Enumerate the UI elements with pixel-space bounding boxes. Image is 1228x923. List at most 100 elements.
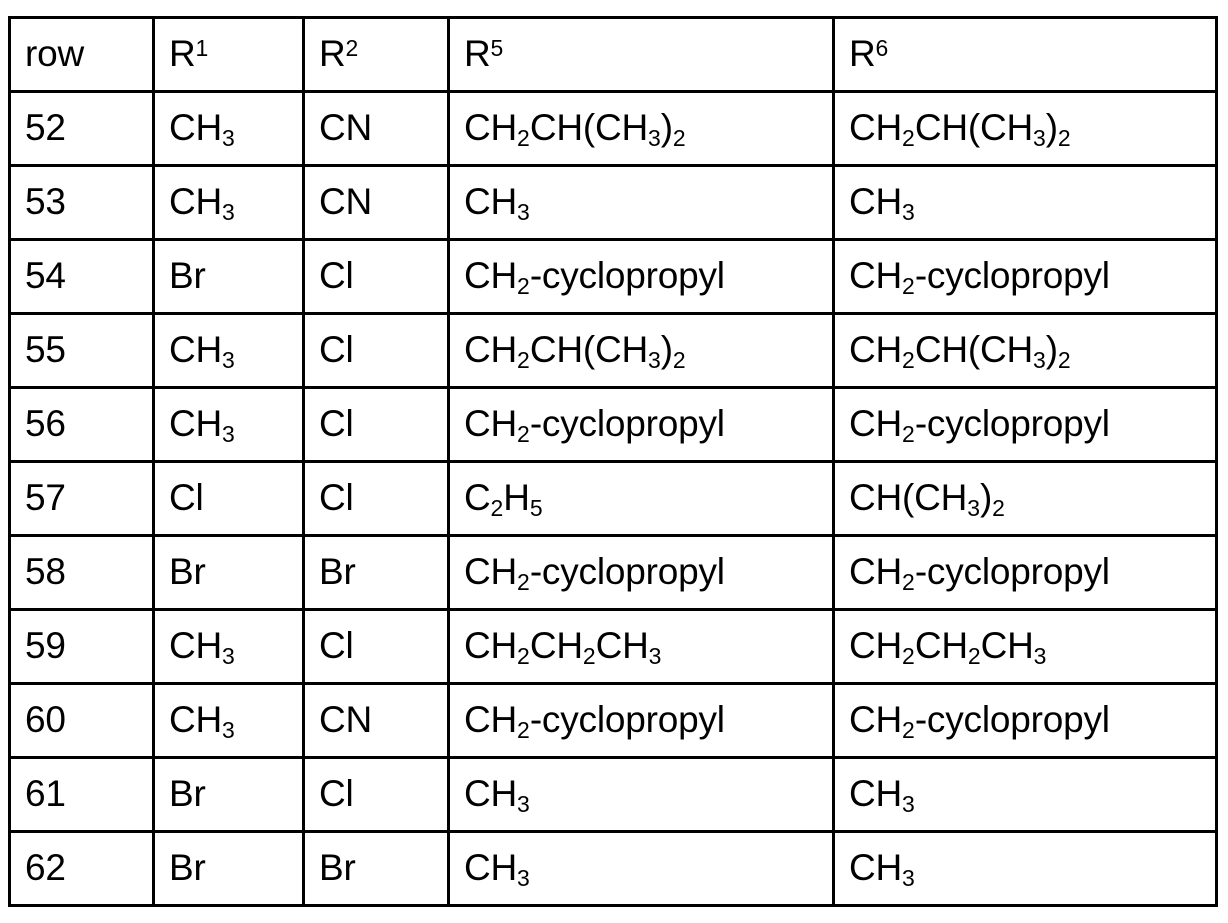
table-cell-r5-text: CH3 [464, 775, 530, 814]
table-cell-r1-text: Br [169, 849, 206, 888]
table-cell-r6: CH2-cyclopropyl [834, 388, 1217, 462]
table-cell-r6: CH2-cyclopropyl [834, 684, 1217, 758]
table-cell-r6-text: CH3 [849, 183, 915, 222]
table-cell-r2: Cl [304, 388, 449, 462]
table-row: 55CH3ClCH2CH(CH3)2CH2CH(CH3)2 [10, 314, 1217, 388]
table-cell-r6-text: CH2-cyclopropyl [849, 257, 1110, 296]
table-cell-r1: CH3 [154, 388, 304, 462]
table-cell-r6: CH2-cyclopropyl [834, 240, 1217, 314]
table-cell-r5: CH2CH(CH3)2 [449, 314, 834, 388]
column-header-row: row [10, 18, 154, 92]
table-cell-r5-text: CH2-cyclopropyl [464, 257, 725, 296]
table-cell-r2-text: Cl [319, 775, 354, 814]
table-cell-r2-text: Cl [319, 405, 354, 444]
table-cell-row-text: 60 [25, 701, 66, 740]
table-cell-row-text: 53 [25, 183, 66, 222]
table-cell-r2-text: Cl [319, 627, 354, 666]
table-cell-r5: CH2-cyclopropyl [449, 684, 834, 758]
table-cell-r2-text: CN [319, 109, 372, 148]
table-cell-r6: CH3 [834, 758, 1217, 832]
table-cell-r5-text: CH2-cyclopropyl [464, 553, 725, 592]
table-cell-r6: CH3 [834, 832, 1217, 906]
table-cell-row: 57 [10, 462, 154, 536]
table-cell-r2-text: CN [319, 701, 372, 740]
table-cell-r1: Br [154, 536, 304, 610]
table-row: 54 Br Cl CH2-cyclopropyl CH2-cyclopropyl [10, 240, 1217, 314]
table-cell-r2: Br [304, 832, 449, 906]
table-row: 59 CH3 Cl CH2CH2CH3 CH2CH2CH3 [10, 610, 1217, 684]
table-cell-r1: Br [154, 758, 304, 832]
table-row: 58 Br Br CH2-cyclopropyl CH2-cyclopropyl [10, 536, 1217, 610]
table-cell-r5: CH2CH(CH3)2 [449, 92, 834, 166]
table-cell-r1-text: Br [169, 257, 206, 296]
table-cell-r2: Cl [304, 610, 449, 684]
table-cell-r1-text: Br [169, 553, 206, 592]
table-cell-r5: CH3 [449, 758, 834, 832]
table-cell-r2-text: Cl [319, 479, 354, 518]
column-header-r6-text: R6 [849, 35, 888, 74]
table-cell-r2: CN [304, 166, 449, 240]
column-header-r1: R1 [154, 18, 304, 92]
table-cell-row-text: 54 [25, 257, 66, 296]
column-header-r1-text: R1 [169, 35, 208, 74]
column-header-r5: R5 [449, 18, 834, 92]
table-cell-r6-text: CH3 [849, 849, 915, 888]
table-cell-row-text: 59 [25, 627, 66, 666]
table-cell-row: 55 [10, 314, 154, 388]
table-cell-row: 56 [10, 388, 154, 462]
table-cell-r1-text: CH3 [169, 405, 235, 444]
column-header-r2: R2 [304, 18, 449, 92]
table-cell-r1-text: CH3 [169, 109, 235, 148]
table-header: row R1 R2 R5 R6 [10, 18, 1217, 92]
table-cell-r2: Cl [304, 240, 449, 314]
table-cell-r5-text: CH2-cyclopropyl [464, 405, 725, 444]
table-cell-row: 60 [10, 684, 154, 758]
table-cell-r1: Br [154, 240, 304, 314]
table-cell-row: 54 [10, 240, 154, 314]
table-cell-r6-text: CH2CH(CH3)2 [849, 109, 1071, 148]
table-cell-r5-text: C2H5 [464, 479, 543, 518]
table-cell-row-text: 52 [25, 109, 66, 148]
table-cell-r6: CH3 [834, 166, 1217, 240]
table-cell-r6: CH2CH2CH3 [834, 610, 1217, 684]
table-cell-row-text: 56 [25, 405, 66, 444]
table-cell-r6-text: CH2-cyclopropyl [849, 553, 1110, 592]
table-cell-r6-text: CH3 [849, 775, 915, 814]
table-cell-r6-text: CH2CH2CH3 [849, 627, 1046, 666]
table-cell-row: 52 [10, 92, 154, 166]
table-cell-r5-text: CH3 [464, 183, 530, 222]
table-row: 56 CH3 Cl CH2-cyclopropyl CH2-cyclopropyl [10, 388, 1217, 462]
table-cell-r2: Br [304, 536, 449, 610]
table-cell-r1: CH3 [154, 684, 304, 758]
table-cell-r2-text: Br [319, 849, 356, 888]
table-cell-r6-text: CH(CH3)2 [849, 479, 1005, 518]
table-cell-row: 59 [10, 610, 154, 684]
document-page: row R1 R2 R5 R6 52 CH3 CN CH2CH(CH3)2 CH2CH(… [0, 0, 1228, 923]
table-cell-row: 62 [10, 832, 154, 906]
table-cell-r6: CH(CH3)2 [834, 462, 1217, 536]
table-cell-r6-text: CH2-cyclopropyl [849, 701, 1110, 740]
table-row: 61BrClCH3CH3 [10, 758, 1217, 832]
table-cell-r2-text: CN [319, 183, 372, 222]
table-cell-row: 53 [10, 166, 154, 240]
table-cell-r6-text: CH2-cyclopropyl [849, 405, 1110, 444]
table-cell-r1-text: CH3 [169, 183, 235, 222]
column-header-r5-text: R5 [464, 35, 503, 74]
table-cell-r2: Cl [304, 314, 449, 388]
table-cell-r5: CH2CH2CH3 [449, 610, 834, 684]
table-row: 57 Cl Cl C2H5 CH(CH3)2 [10, 462, 1217, 536]
column-header-r2-text: R2 [319, 35, 358, 74]
table-cell-r2: Cl [304, 758, 449, 832]
table-cell-r5-text: CH2CH(CH3)2 [464, 109, 686, 148]
table-cell-r1: CH3 [154, 166, 304, 240]
table-cell-r1-text: Cl [169, 479, 204, 518]
table-cell-row: 58 [10, 536, 154, 610]
table-cell-r1-text: CH3 [169, 627, 235, 666]
table-cell-r2: Cl [304, 462, 449, 536]
table-cell-row-text: 62 [25, 849, 66, 888]
table-cell-r1: Br [154, 832, 304, 906]
table-cell-r1: Cl [154, 462, 304, 536]
table-cell-r1: CH3 [154, 610, 304, 684]
table-cell-r1-text: CH3 [169, 701, 235, 740]
table-header-row: row R1 R2 R5 R6 [10, 18, 1217, 92]
